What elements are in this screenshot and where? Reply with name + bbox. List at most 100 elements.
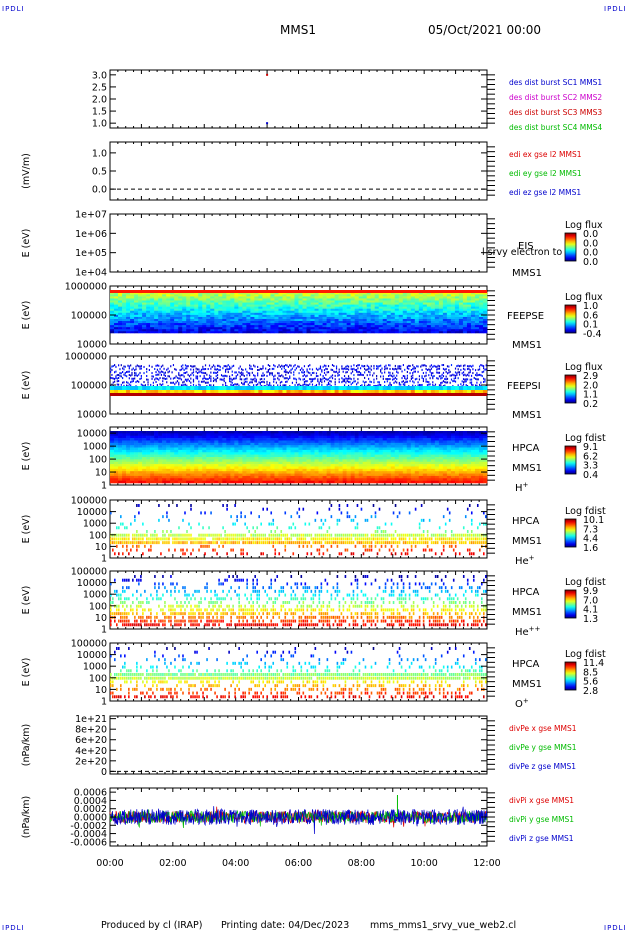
panel-content-7 bbox=[110, 575, 487, 627]
overlay-label: l srvy electron to bbox=[482, 247, 562, 258]
y-ticks-1: 1.0 0.5 0.0 bbox=[92, 148, 487, 196]
spacecraft-label: MMS1 bbox=[512, 607, 542, 618]
y-axis-label-3: E (eV) bbox=[21, 301, 32, 330]
corner-mark-bottom-left: IPDLI bbox=[2, 924, 25, 932]
instrument-label: EIS bbox=[518, 241, 534, 252]
y-tick-label: 0.0006 bbox=[74, 788, 107, 799]
footer-printing-date: Printing date: 04/Dec/2023 bbox=[221, 920, 350, 931]
y-tick-label: 100000 bbox=[71, 567, 107, 578]
instrument-label: FEEPSI bbox=[507, 381, 541, 392]
colorbar-tick: 8.5 bbox=[583, 667, 598, 678]
right-minor-ticks-10 bbox=[487, 792, 495, 842]
x-tick-label: 06:00 bbox=[285, 858, 312, 869]
x-tick-label: 02:00 bbox=[159, 858, 186, 869]
spacecraft-label: MMS1 bbox=[512, 536, 542, 547]
y-tick-label: 2e+20 bbox=[75, 756, 107, 767]
colorbar-tick: 0.4 bbox=[583, 470, 598, 481]
colorbar-tick: 9.9 bbox=[583, 586, 598, 597]
colorbar-title: Log flux bbox=[565, 292, 603, 303]
right-minor-ticks-2 bbox=[487, 218, 495, 268]
legend-entry: divPi z gse MMS1 bbox=[509, 834, 574, 843]
colorbar-title: Log flux bbox=[565, 220, 603, 231]
instrument-labels-3: FEEPSE MMS1 bbox=[507, 311, 544, 351]
y-tick-label: 1.0 bbox=[92, 119, 107, 130]
y-tick-label: 1000 bbox=[83, 662, 107, 673]
legend-entry: divPe y gse MMS1 bbox=[509, 743, 577, 752]
legend-entry: des dist burst SC1 MMS1 bbox=[509, 78, 602, 87]
y-tick-label: 3.0 bbox=[92, 70, 107, 81]
legend-0: des dist burst SC1 MMS1 des dist burst SC… bbox=[509, 78, 602, 132]
panel-content-8 bbox=[110, 647, 487, 699]
x-tick-label: 04:00 bbox=[222, 858, 249, 869]
colorbar-tick: 11.4 bbox=[583, 658, 604, 669]
y-tick-label: 10000 bbox=[77, 429, 107, 440]
right-minor-ticks-0 bbox=[487, 74, 495, 124]
y-ticks-10: 0.00060.00040.00020.0000-0.0002-0.0004-0… bbox=[70, 788, 487, 848]
colorbar-tick: 0.2 bbox=[583, 399, 598, 410]
panel-content-6 bbox=[110, 504, 487, 556]
panel-content-4 bbox=[110, 364, 488, 396]
y-tick-label: 100 bbox=[89, 673, 107, 684]
y-axis-label-7: E (eV) bbox=[21, 586, 32, 615]
spacecraft-label: MMS1 bbox=[512, 340, 542, 351]
instrument-label: HPCA bbox=[512, 659, 540, 670]
y-tick-label: 100000 bbox=[71, 311, 107, 322]
y-tick-label: 1e+07 bbox=[75, 210, 107, 221]
y-axis-label-9: (nPa/km) bbox=[21, 724, 32, 767]
x-tick-label: 10:00 bbox=[410, 858, 437, 869]
minor-ticks-7 bbox=[109, 571, 488, 629]
y-tick-label: 1000 bbox=[83, 590, 107, 601]
instrument-labels-4: FEEPSI MMS1 bbox=[507, 381, 542, 421]
y-tick-label: 1 bbox=[101, 697, 107, 708]
colorbar-tick: -0.4 bbox=[583, 329, 602, 340]
y-tick-label: -0.0006 bbox=[70, 837, 107, 848]
y-tick-label: 10 bbox=[95, 542, 107, 553]
legend-entry: edi ez gse l2 MMS1 bbox=[509, 188, 581, 197]
panel-content-3 bbox=[110, 290, 488, 334]
y-tick-label: 100000 bbox=[71, 496, 107, 507]
right-minor-ticks-4 bbox=[487, 360, 495, 410]
y-tick-label: 1 bbox=[101, 554, 107, 565]
instrument-labels-7: HPCA MMS1 He++ bbox=[512, 587, 542, 638]
spacecraft-label: MMS1 bbox=[512, 679, 542, 690]
corner-mark-top-right: IPDLI bbox=[604, 5, 627, 13]
y-axis-label-4: E (eV) bbox=[21, 371, 32, 400]
legend-9: divPe x gse MMS1 divPe y gse MMS1 divPe z … bbox=[509, 724, 577, 771]
y-tick-label: 10 bbox=[95, 685, 107, 696]
instrument-labels-5: HPCA MMS1 H+ bbox=[512, 443, 542, 494]
colorbar-tick: 4.4 bbox=[583, 534, 598, 545]
colorbar-title: Log fdist bbox=[565, 649, 606, 660]
spacecraft-label: MMS1 bbox=[512, 410, 542, 421]
y-tick-label: 100000 bbox=[71, 639, 107, 650]
y-axis-label-10: (nPa/km) bbox=[21, 796, 32, 839]
instrument-label: HPCA bbox=[512, 587, 540, 598]
y-tick-label: 10000 bbox=[77, 340, 107, 351]
y-tick-label: 10 bbox=[95, 468, 107, 479]
x-tick-label: 00:00 bbox=[96, 858, 123, 869]
data-point bbox=[266, 73, 269, 76]
minor-ticks-2 bbox=[109, 214, 488, 272]
y-tick-label: 1e+05 bbox=[75, 248, 107, 259]
y-axis-label-1: (mV/m) bbox=[21, 153, 32, 189]
instrument-labels-8: HPCA MMS1 O+ bbox=[512, 659, 542, 710]
right-minor-ticks-6 bbox=[487, 504, 495, 554]
colorbar-tick: 1.0 bbox=[583, 301, 598, 312]
instrument-labels-6: HPCA MMS1 He+ bbox=[512, 516, 542, 567]
colorbar-tick: 5.6 bbox=[583, 677, 598, 688]
footer-script-name: mms_mms1_srvy_vue_web2.cl bbox=[370, 920, 517, 931]
legend-entry: divPe x gse MMS1 bbox=[509, 724, 577, 733]
y-tick-label: 4e+20 bbox=[75, 746, 107, 757]
spacecraft-label: MMS1 bbox=[512, 268, 542, 279]
legend-entry: divPi x gse MMS1 bbox=[509, 796, 574, 805]
legend-entry: edi ex gse l2 MMS1 bbox=[509, 150, 582, 159]
plot-title: MMS1 bbox=[280, 23, 316, 37]
y-ticks-3: 1000000 100000 10000 bbox=[65, 282, 487, 351]
colorbar-title: Log fdist bbox=[565, 433, 606, 444]
